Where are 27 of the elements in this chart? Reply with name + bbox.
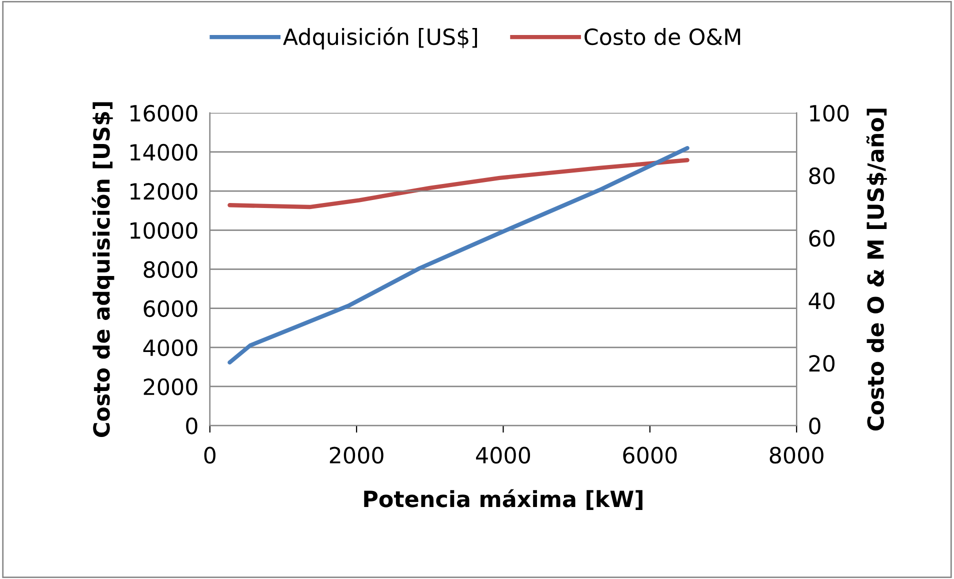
y2-tick-label: 80 [809, 167, 835, 184]
x-tick-label: 6000 [623, 446, 677, 464]
line-series [228, 146, 690, 365]
x-axis-title: Potencia máxima [kW] [364, 489, 642, 510]
x-tick-label: 4000 [476, 446, 530, 464]
y-tick-label: 2000 [144, 378, 198, 396]
x-tick-label: 0 [204, 446, 216, 464]
y2-axis-title: Costo de O & M [US$/año] [866, 108, 887, 431]
y2-tick-label: 40 [808, 292, 835, 310]
y-tick-label: 6000 [144, 300, 198, 318]
x-tick-label: 2000 [330, 446, 384, 464]
y2-tick-label: 100 [810, 104, 849, 122]
x-tick-label: 8000 [770, 446, 824, 464]
y-tick-label: 8000 [144, 261, 198, 278]
y-tick-label: 16000 [130, 104, 198, 122]
legend-label: Adquisición [US$] [283, 27, 477, 50]
y-tick-label: 14000 [130, 144, 198, 161]
y-tick-label: 4000 [143, 339, 198, 356]
legend-label: Costo de O&M [584, 28, 740, 46]
line-series [228, 158, 690, 210]
y-tick-label: 0 [186, 418, 198, 434]
y-tick-label: 12000 [130, 183, 198, 200]
y-axis-title: Costo de adquisición [US$] [92, 102, 114, 437]
y2-tick-label: 20 [809, 354, 835, 372]
y2-tick-label: 60 [809, 230, 835, 247]
y2-tick-label: 0 [809, 418, 820, 434]
y-tick-label: 10000 [130, 222, 198, 239]
